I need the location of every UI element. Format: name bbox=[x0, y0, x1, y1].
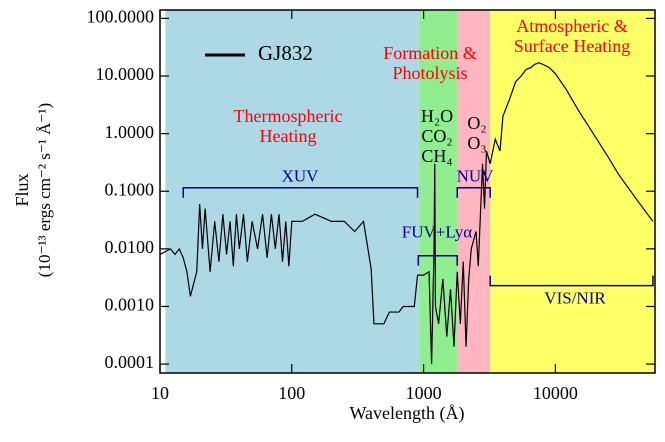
y-axis-label: Flux bbox=[12, 173, 32, 206]
annotation: Heating bbox=[260, 126, 317, 146]
y-tick-label: 1.0000 bbox=[105, 122, 155, 142]
band-label: NUV bbox=[457, 167, 495, 186]
band-label: VIS/NIR bbox=[544, 289, 606, 308]
legend-label: GJ832 bbox=[258, 41, 313, 65]
x-tick-label: 1000 bbox=[406, 383, 442, 403]
spectrum-line bbox=[160, 62, 654, 365]
x-tick-label: 100 bbox=[278, 383, 305, 403]
x-tick-label: 10 bbox=[151, 383, 169, 403]
region bbox=[165, 10, 419, 373]
y-tick-label: 0.0010 bbox=[105, 295, 155, 315]
annotation: CO₂ bbox=[421, 126, 452, 146]
band-label: FUV+Lyα bbox=[402, 223, 473, 242]
annotation: O₃ bbox=[467, 133, 486, 153]
annotation: Surface Heating bbox=[514, 36, 630, 56]
band-bracket bbox=[489, 275, 654, 287]
y-tick-label: 0.0100 bbox=[105, 237, 155, 257]
band-bracket bbox=[417, 254, 458, 266]
y-axis-label: (10⁻¹³ ergs cm⁻² s⁻¹ Å⁻¹) bbox=[35, 103, 54, 277]
annotation: Atmospheric & bbox=[516, 16, 627, 36]
annotation: Formation & bbox=[383, 43, 477, 63]
annotation: Photolysis bbox=[392, 63, 467, 83]
x-axis-label: Wavelength (Å) bbox=[349, 403, 464, 424]
annotation: CH₄ bbox=[421, 146, 452, 166]
y-tick-label: 10.0000 bbox=[96, 64, 155, 84]
annotation: H₂O bbox=[421, 106, 453, 126]
band-label: XUV bbox=[282, 167, 320, 186]
x-tick-label: 10000 bbox=[533, 383, 578, 403]
band-bracket bbox=[182, 187, 419, 198]
y-tick-label: 100.0000 bbox=[87, 7, 155, 27]
annotation: O₂ bbox=[467, 113, 486, 133]
y-tick-label: 0.1000 bbox=[105, 179, 155, 199]
band-bracket bbox=[456, 187, 491, 198]
annotation: Thermospheric bbox=[234, 106, 343, 126]
region bbox=[490, 10, 655, 373]
region bbox=[418, 10, 458, 373]
y-tick-label: 0.0001 bbox=[105, 352, 155, 372]
